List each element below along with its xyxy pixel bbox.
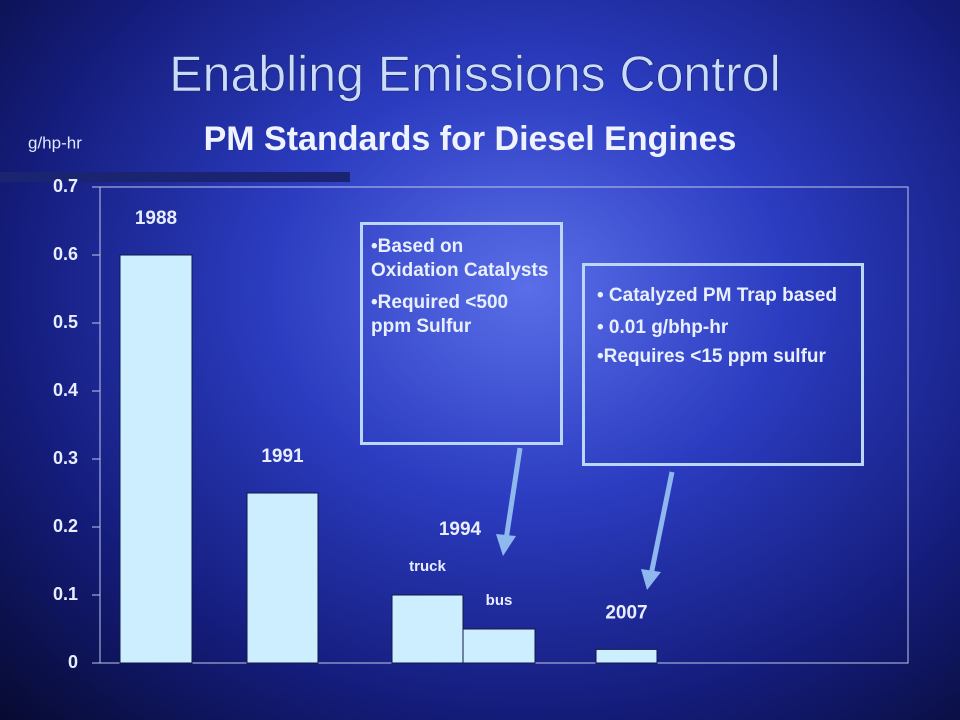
bar-label: bus [486,592,513,609]
arrow-head [641,569,661,590]
annotation-box: • Catalyzed PM Trap based • 0.01 g/bhp-h… [582,263,864,466]
bar [119,254,193,664]
slide-title: Enabling Emissions Control [169,46,780,102]
y-tick-label: 0.1 [53,584,78,604]
bar [246,492,319,664]
y-tick-label: 0.3 [53,448,78,468]
group-label: 1994 [439,519,482,540]
arrow-head [496,534,516,556]
slide-subtitle: PM Standards for Diesel Engines [204,120,737,158]
bar-label: 1988 [135,208,177,229]
bar-label: 2007 [605,602,647,623]
arrow [503,447,523,541]
y-tick-label: 0.5 [53,312,78,332]
annotation-text: •Required <500 ppm Sulfur [371,292,509,337]
y-tick-label: 0.6 [53,244,78,264]
bar [462,628,536,664]
bar [391,594,464,664]
arrow [648,471,675,576]
annotation-text: • Catalyzed PM Trap based [597,285,838,306]
annotation-text: •Based on Oxidation Catalysts [371,236,549,281]
y-tick-label: 0.2 [53,516,78,536]
y-tick-label: 0.7 [53,176,78,196]
bar-label: 1991 [261,446,304,467]
bar [595,648,658,664]
y-axis-label: g/hp-hr [28,133,82,152]
annotation-box: •Based on Oxidation Catalysts •Required … [360,222,563,445]
y-tick-label: 0 [68,652,78,672]
bar-label: truck [409,558,446,575]
annotation-text: •Requires <15 ppm sulfur [597,346,826,367]
accent-strip [0,172,350,182]
y-tick-label: 0.4 [53,380,78,400]
annotation-text: • 0.01 g/bhp-hr [597,317,729,338]
